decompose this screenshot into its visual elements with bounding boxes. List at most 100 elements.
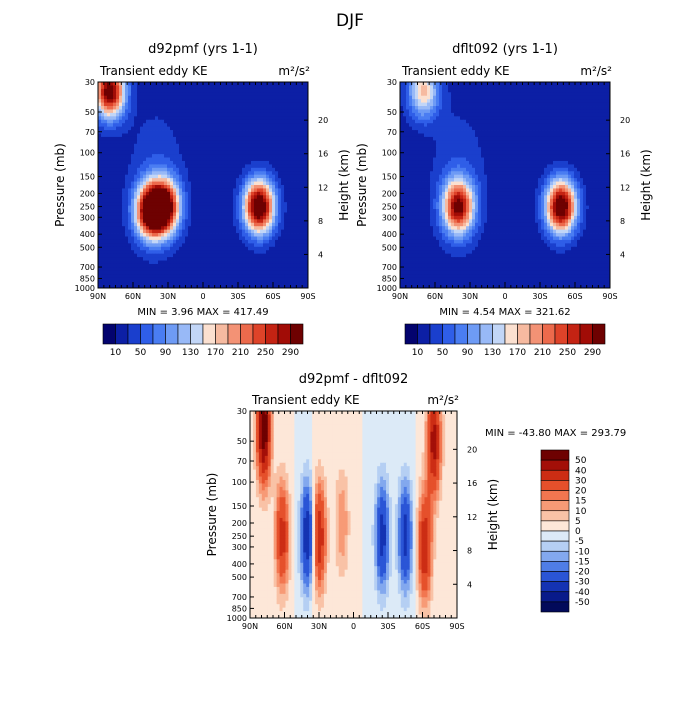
heatmap-cell [469, 99, 472, 103]
heatmap-cell [110, 161, 113, 165]
heatmap-cell [179, 250, 182, 254]
heatmap-cell [484, 92, 487, 96]
heatmap-cell [110, 144, 113, 148]
heatmap-cell [107, 109, 110, 113]
heatmap-cell [131, 106, 134, 110]
heatmap-cell [589, 109, 592, 113]
heatmap-cell [119, 212, 122, 216]
heatmap-cell [269, 274, 272, 278]
heatmap-cell [275, 199, 278, 203]
heatmap-cell [170, 130, 173, 134]
heatmap-cell [119, 82, 122, 86]
heatmap-cell [110, 237, 113, 241]
heatmap-cell [218, 257, 221, 261]
heatmap-cell [550, 89, 553, 93]
heatmap-cell [173, 257, 176, 261]
heatmap-cell [275, 99, 278, 103]
heatmap-cell [170, 195, 173, 199]
heatmap-cell [197, 240, 200, 244]
heatmap-cell [454, 109, 457, 113]
heatmap-cell [287, 182, 290, 186]
heatmap-cell [242, 274, 245, 278]
heatmap-cell [260, 182, 263, 186]
heatmap-cell [251, 92, 254, 96]
heatmap-cell [290, 237, 293, 241]
heatmap-cell [227, 278, 230, 282]
heatmap-cell [463, 109, 466, 113]
heatmap-cell [206, 154, 209, 158]
heatmap-cell [251, 178, 254, 182]
heatmap-cell [101, 103, 104, 107]
heatmap-cell [140, 144, 143, 148]
heatmap-cell [200, 151, 203, 155]
heatmap-cell [203, 281, 206, 285]
heatmap-cell [230, 161, 233, 165]
heatmap-cell [209, 140, 212, 144]
heatmap-cell [206, 257, 209, 261]
heatmap-cell [275, 147, 278, 151]
heatmap-cell [490, 85, 493, 89]
heatmap-cell [140, 134, 143, 138]
heatmap-cell [299, 106, 302, 110]
heatmap-cell [143, 264, 146, 268]
heatmap-cell [260, 267, 263, 271]
heatmap-cell [125, 206, 128, 210]
heatmap-cell [218, 175, 221, 179]
heatmap-cell [155, 158, 158, 162]
heatmap-cell [128, 113, 131, 117]
heatmap-cell [296, 250, 299, 254]
heatmap-cell [275, 185, 278, 189]
heatmap-cell [188, 281, 191, 285]
heatmap-cell [526, 82, 529, 86]
heatmap-cell [164, 147, 167, 151]
heatmap-cell [299, 178, 302, 182]
heatmap-cell [260, 226, 263, 230]
heatmap-cell [553, 109, 556, 113]
heatmap-cell [158, 82, 161, 86]
heatmap-cell [487, 99, 490, 103]
heatmap-cell [251, 219, 254, 223]
heatmap-cell [188, 89, 191, 93]
heatmap-cell [122, 113, 125, 117]
heatmap-cell [203, 243, 206, 247]
heatmap-cell [406, 96, 409, 100]
heatmap-cell [239, 243, 242, 247]
heatmap-cell [562, 99, 565, 103]
heatmap-cell [302, 278, 305, 282]
heatmap-cell [143, 209, 146, 213]
heatmap-cell [296, 233, 299, 237]
heatmap-cell [149, 223, 152, 227]
heatmap-cell [101, 144, 104, 148]
heatmap-cell [278, 85, 281, 89]
heatmap-cell [176, 127, 179, 131]
heatmap-cell [293, 206, 296, 210]
heatmap-cell [134, 130, 137, 134]
heatmap-cell [176, 250, 179, 254]
heatmap-cell [544, 96, 547, 100]
heatmap-cell [164, 271, 167, 275]
heatmap-cell [239, 120, 242, 124]
heatmap-cell [125, 168, 128, 172]
heatmap-cell [284, 147, 287, 151]
heatmap-cell [116, 96, 119, 100]
heatmap-cell [113, 261, 116, 265]
heatmap-cell [152, 281, 155, 285]
heatmap-cell [173, 237, 176, 241]
heatmap-cell [296, 92, 299, 96]
heatmap-cell [598, 109, 601, 113]
heatmap-cell [260, 113, 263, 117]
heatmap-cell [251, 89, 254, 93]
heatmap-cell [493, 96, 496, 100]
heatmap-cell [137, 264, 140, 268]
heatmap-cell [179, 199, 182, 203]
heatmap-cell [275, 178, 278, 182]
heatmap-cell [221, 223, 224, 227]
heatmap-cell [146, 89, 149, 93]
heatmap-cell [227, 233, 230, 237]
heatmap-cell [116, 106, 119, 110]
heatmap-cell [155, 154, 158, 158]
heatmap-cell [158, 89, 161, 93]
heatmap-cell [140, 120, 143, 124]
heatmap-cell [242, 261, 245, 265]
heatmap-cell [571, 103, 574, 107]
